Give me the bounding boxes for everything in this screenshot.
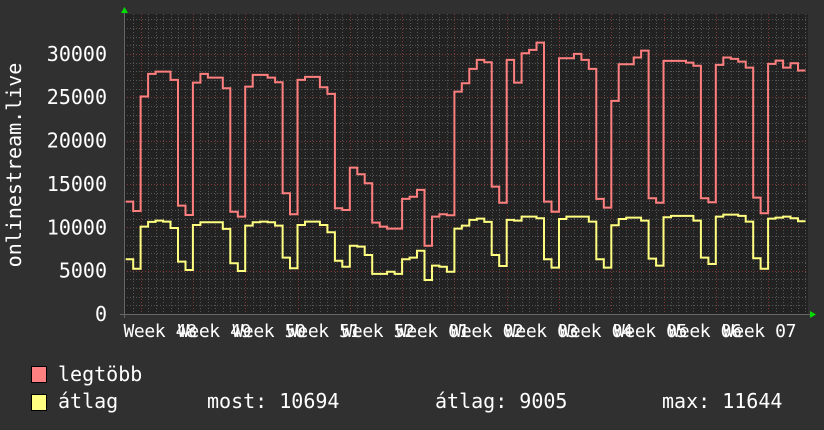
legend-label-atlag: átlag bbox=[58, 389, 119, 413]
x-tick-label: Week 49 bbox=[178, 321, 251, 342]
y-tick-label: 30000 bbox=[47, 42, 107, 66]
y-axis: 0 5000 10000 15000 20000 25000 30000 bbox=[47, 42, 107, 326]
plot-background bbox=[124, 14, 808, 314]
stat-average: átlag: 9005 bbox=[435, 389, 568, 413]
x-tick-label: Week 48 bbox=[123, 321, 196, 342]
legend-swatch-atlag bbox=[31, 394, 47, 411]
y-tick-label: 0 bbox=[95, 302, 107, 326]
y-tick-label: 20000 bbox=[47, 129, 107, 153]
series-line-legtobb bbox=[125, 41, 806, 247]
x-tick-label: Week 04 bbox=[559, 321, 632, 342]
y-axis-arrow-icon bbox=[121, 7, 128, 13]
x-tick-label: Week 05 bbox=[614, 321, 687, 342]
y-tick-label: 10000 bbox=[47, 215, 107, 239]
legend-swatch-legtobb bbox=[31, 366, 47, 383]
x-tick-label: Week 07 bbox=[723, 321, 796, 342]
y-tick-label: 15000 bbox=[47, 172, 107, 196]
series-lines bbox=[125, 41, 806, 281]
x-tick-label: Week 06 bbox=[668, 321, 741, 342]
stat-current: most: 10694 bbox=[207, 389, 340, 413]
x-tick-label: Week 01 bbox=[396, 321, 469, 342]
series-line-atlag bbox=[125, 213, 806, 281]
x-tick-label: Week 52 bbox=[341, 321, 414, 342]
x-axis-arrow-icon bbox=[810, 311, 816, 318]
stat-max: max: 11644 bbox=[662, 389, 783, 413]
y-tick-label: 25000 bbox=[47, 85, 107, 109]
y-axis-label: onlinestream.live bbox=[2, 63, 26, 268]
x-tick-label: Week 03 bbox=[505, 321, 578, 342]
legend-label-legtobb: legtöbb bbox=[58, 362, 143, 386]
y-tick-label: 5000 bbox=[59, 259, 107, 283]
x-tick-label: Week 50 bbox=[232, 321, 305, 342]
x-tick-label: Week 02 bbox=[450, 321, 523, 342]
x-tick-label: Week 51 bbox=[287, 321, 360, 342]
